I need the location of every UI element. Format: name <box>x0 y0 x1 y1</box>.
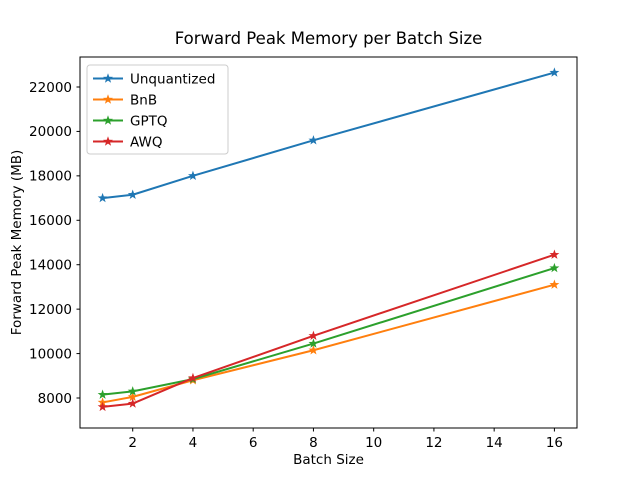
y-tick-label: 10000 <box>29 346 72 362</box>
y-tick-label: 14000 <box>29 258 72 274</box>
data-point-marker <box>127 189 138 199</box>
data-point-marker <box>549 249 560 259</box>
x-tick-label: 8 <box>309 435 318 451</box>
x-tick-label: 4 <box>189 435 198 451</box>
legend-marker-icon <box>103 136 113 146</box>
legend-label: BnB <box>130 92 157 108</box>
legend-label: Unquantized <box>130 71 215 87</box>
y-tick-label: 16000 <box>29 213 72 229</box>
data-point-marker <box>308 345 319 355</box>
x-tick-label: 2 <box>128 435 137 451</box>
plot-border <box>79 56 578 429</box>
data-point-marker <box>97 192 108 203</box>
chart-title: Forward Peak Memory per Batch Size <box>175 29 483 48</box>
legend-entry-gptq: GPTQ <box>93 113 167 129</box>
legend-box <box>86 64 229 155</box>
data-point-marker <box>97 401 108 412</box>
legend-entry-awq: AWQ <box>93 134 162 150</box>
legend: Unquantized BnB GPTQ AWQ <box>86 64 229 155</box>
legend-marker-icon <box>103 73 113 83</box>
y-tick-label: 18000 <box>29 169 72 185</box>
data-point-marker <box>549 262 560 273</box>
series-unquantized <box>97 67 560 203</box>
legend-entry-bnb: BnB <box>93 92 157 108</box>
data-point-marker <box>127 398 138 408</box>
data-point-marker <box>97 389 108 399</box>
legend-label: AWQ <box>130 134 162 150</box>
data-point-marker <box>308 330 319 341</box>
x-tick-label: 12 <box>425 435 442 451</box>
legend-label: GPTQ <box>130 113 167 129</box>
data-point-marker <box>127 391 138 402</box>
series-group <box>97 67 560 412</box>
data-point-marker <box>549 279 560 289</box>
y-tick-label: 22000 <box>29 80 72 96</box>
x-tick-label: 6 <box>249 435 258 451</box>
y-axis-label: Forward Peak Memory (MB) <box>9 150 25 336</box>
x-tick-label: 10 <box>365 435 382 451</box>
legend-marker-icon <box>103 94 113 104</box>
series-awq <box>97 249 560 412</box>
x-tick-label: 16 <box>546 435 563 451</box>
legend-marker-icon <box>103 115 113 125</box>
y-tick-label: 8000 <box>38 391 72 407</box>
data-point-marker <box>127 386 138 396</box>
y-tick-label: 20000 <box>29 124 72 140</box>
data-point-marker <box>188 170 198 181</box>
data-point-marker <box>308 338 319 348</box>
data-point-marker <box>188 372 198 383</box>
x-tick-label: 14 <box>486 435 503 451</box>
data-point-marker <box>549 67 560 77</box>
legend-entry-unquantized: Unquantized <box>93 71 215 87</box>
x-ticks-group: 2 4 6 8 10 12 14 16 <box>128 428 563 451</box>
y-tick-label: 12000 <box>29 302 72 318</box>
data-point-marker <box>308 135 319 145</box>
y-ticks-group: 8000 10000 12000 14000 16000 18000 20000 22000 <box>29 80 80 407</box>
x-axis-label: Batch Size <box>293 452 364 468</box>
